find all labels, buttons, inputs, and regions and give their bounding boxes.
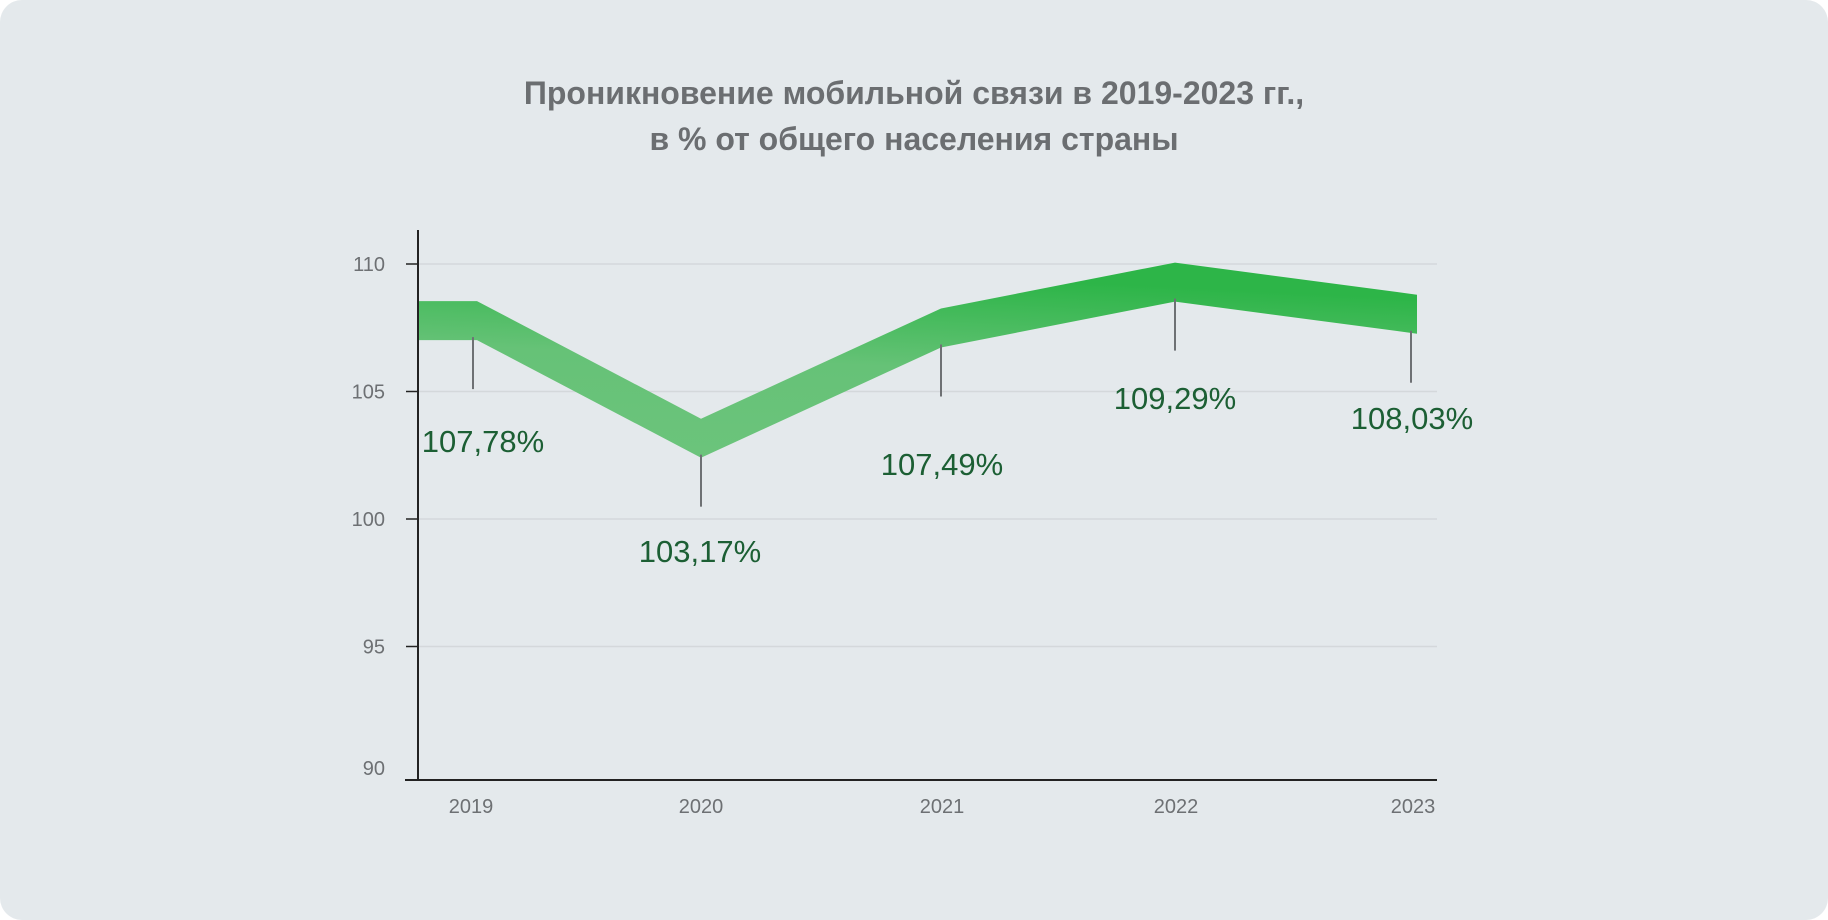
y-tick-label-100: 100 [352,509,385,531]
series-line [418,262,1417,458]
x-tick-label-2021: 2021 [920,796,965,818]
chart-title-line-1: Проникновение мобильной связи в 2019-202… [523,75,1305,111]
axes: 90 95 100 105 110 2019 2020 2021 2022 2023 [352,230,1437,818]
chart-title-line-2: в % от общего населения страны [649,121,1179,157]
gridlines [418,263,1437,648]
series-band [418,262,1417,458]
data-label-2023: 108,03% [1351,401,1473,436]
data-label-2019: 107,78% [422,424,544,459]
data-label-2020: 103,17% [639,534,761,569]
data-labels: 107,78% 103,17% 107,49% 109,29% 108,03% [422,298,1473,569]
y-tick-label-110: 110 [353,254,385,276]
y-tick-label-95: 95 [363,637,385,659]
x-tick-label-2023: 2023 [1391,796,1436,818]
y-tick-label-90: 90 [363,758,385,780]
x-tick-label-2020: 2020 [679,796,724,818]
x-tick-label-2022: 2022 [1154,796,1199,818]
x-tick-label-2019: 2019 [449,796,494,818]
chart-title: Проникновение мобильной связи в 2019-202… [0,70,1828,162]
data-label-2021: 107,49% [881,447,1003,482]
y-tick-label-105: 105 [352,382,385,404]
data-label-2022: 109,29% [1114,381,1236,416]
